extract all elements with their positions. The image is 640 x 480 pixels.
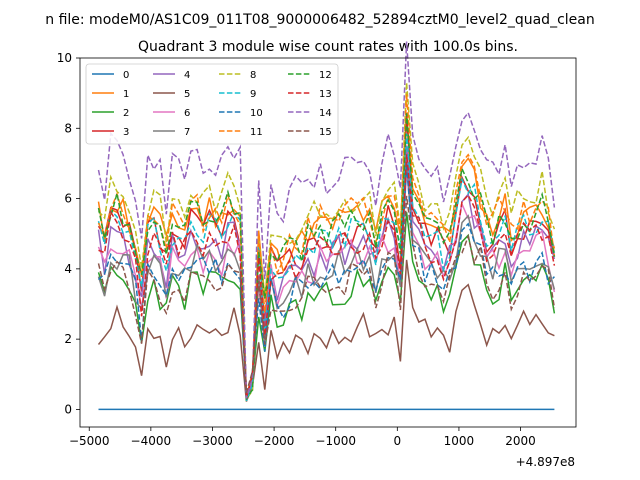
y-tick-label: 6 [64, 192, 72, 206]
legend-label-4: 4 [184, 70, 190, 81]
plot-area: −5000 −4000 −3000 −2000 −1000 0 1000 2000 0 2 4 6 8… [57, 41, 577, 469]
legend-label-13: 13 [319, 89, 332, 100]
series-layer [97, 41, 556, 411]
legend-label-5: 5 [184, 89, 190, 100]
legend-label-9: 9 [250, 89, 256, 100]
legend-label-3: 3 [123, 127, 129, 138]
series-line-2 [97, 212, 556, 395]
series-line-9 [97, 133, 556, 402]
legend-label-8: 8 [250, 70, 256, 81]
legend-label-6: 6 [184, 108, 190, 119]
legend-label-11: 11 [250, 127, 263, 138]
legend-box [85, 63, 339, 145]
x-tick-label: −3000 [192, 434, 233, 448]
x-tick-label: 2000 [505, 434, 536, 448]
y-tick-label: 2 [64, 332, 72, 346]
legend-label-10: 10 [250, 108, 263, 119]
series-line-11 [97, 94, 556, 398]
series-line-14 [97, 41, 556, 399]
legend-label-2: 2 [123, 108, 129, 119]
x-tick-label: 0 [393, 434, 401, 448]
y-tick-label: 4 [64, 262, 72, 276]
x-axis: −5000 −4000 −3000 −2000 −1000 0 1000 2000 [69, 427, 536, 448]
x-tick-label: −1000 [315, 434, 356, 448]
y-axis: 0 2 4 6 8 10 [57, 51, 80, 416]
x-offset-label: +4.897e8 [516, 455, 575, 469]
x-tick-label: −2000 [254, 434, 295, 448]
x-tick-label: 1000 [444, 434, 475, 448]
legend-label-0: 0 [123, 70, 129, 81]
series-line-3 [97, 116, 556, 396]
y-tick-label: 0 [64, 402, 72, 416]
legend-label-14: 14 [319, 108, 332, 119]
chart-title: Quadrant 3 module wise count rates with … [138, 39, 518, 55]
series-line-1 [97, 112, 556, 397]
axes-frame [79, 57, 577, 428]
series-line-15 [97, 195, 556, 394]
x-tick-label: −5000 [69, 434, 110, 448]
legend-label-15: 15 [319, 127, 332, 138]
y-tick-label: 8 [64, 121, 72, 135]
figure-suptitle: n file: modeM0/AS1C09_011T08_9000006482_… [45, 12, 594, 28]
legend-label-12: 12 [319, 70, 332, 81]
legend-label-1: 1 [123, 89, 129, 100]
legend-label-7: 7 [184, 127, 190, 138]
x-tick-label: −4000 [131, 434, 172, 448]
series-line-8 [97, 82, 556, 402]
y-tick-label: 10 [57, 51, 72, 65]
series-line-6 [97, 170, 556, 394]
series-line-10 [97, 163, 555, 401]
series-line-13 [98, 154, 556, 398]
series-line-5 [97, 259, 555, 402]
